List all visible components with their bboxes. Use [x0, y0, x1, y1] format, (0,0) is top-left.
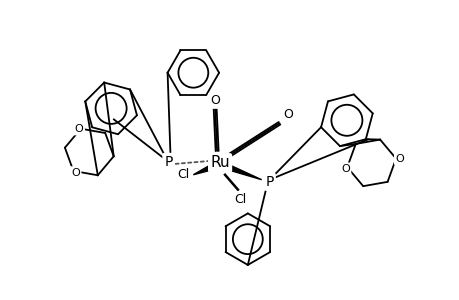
Text: Cl: Cl [233, 193, 246, 206]
Text: O: O [283, 108, 293, 121]
Text: O: O [71, 168, 79, 178]
Text: O: O [74, 124, 83, 134]
Polygon shape [229, 166, 261, 180]
Text: O: O [395, 154, 403, 164]
Text: Cl: Cl [177, 168, 189, 181]
Text: P: P [265, 175, 273, 189]
Text: O: O [210, 94, 219, 107]
Text: P: P [164, 155, 173, 169]
Polygon shape [193, 166, 211, 175]
Text: Ru: Ru [210, 155, 230, 170]
Text: O: O [340, 164, 349, 174]
